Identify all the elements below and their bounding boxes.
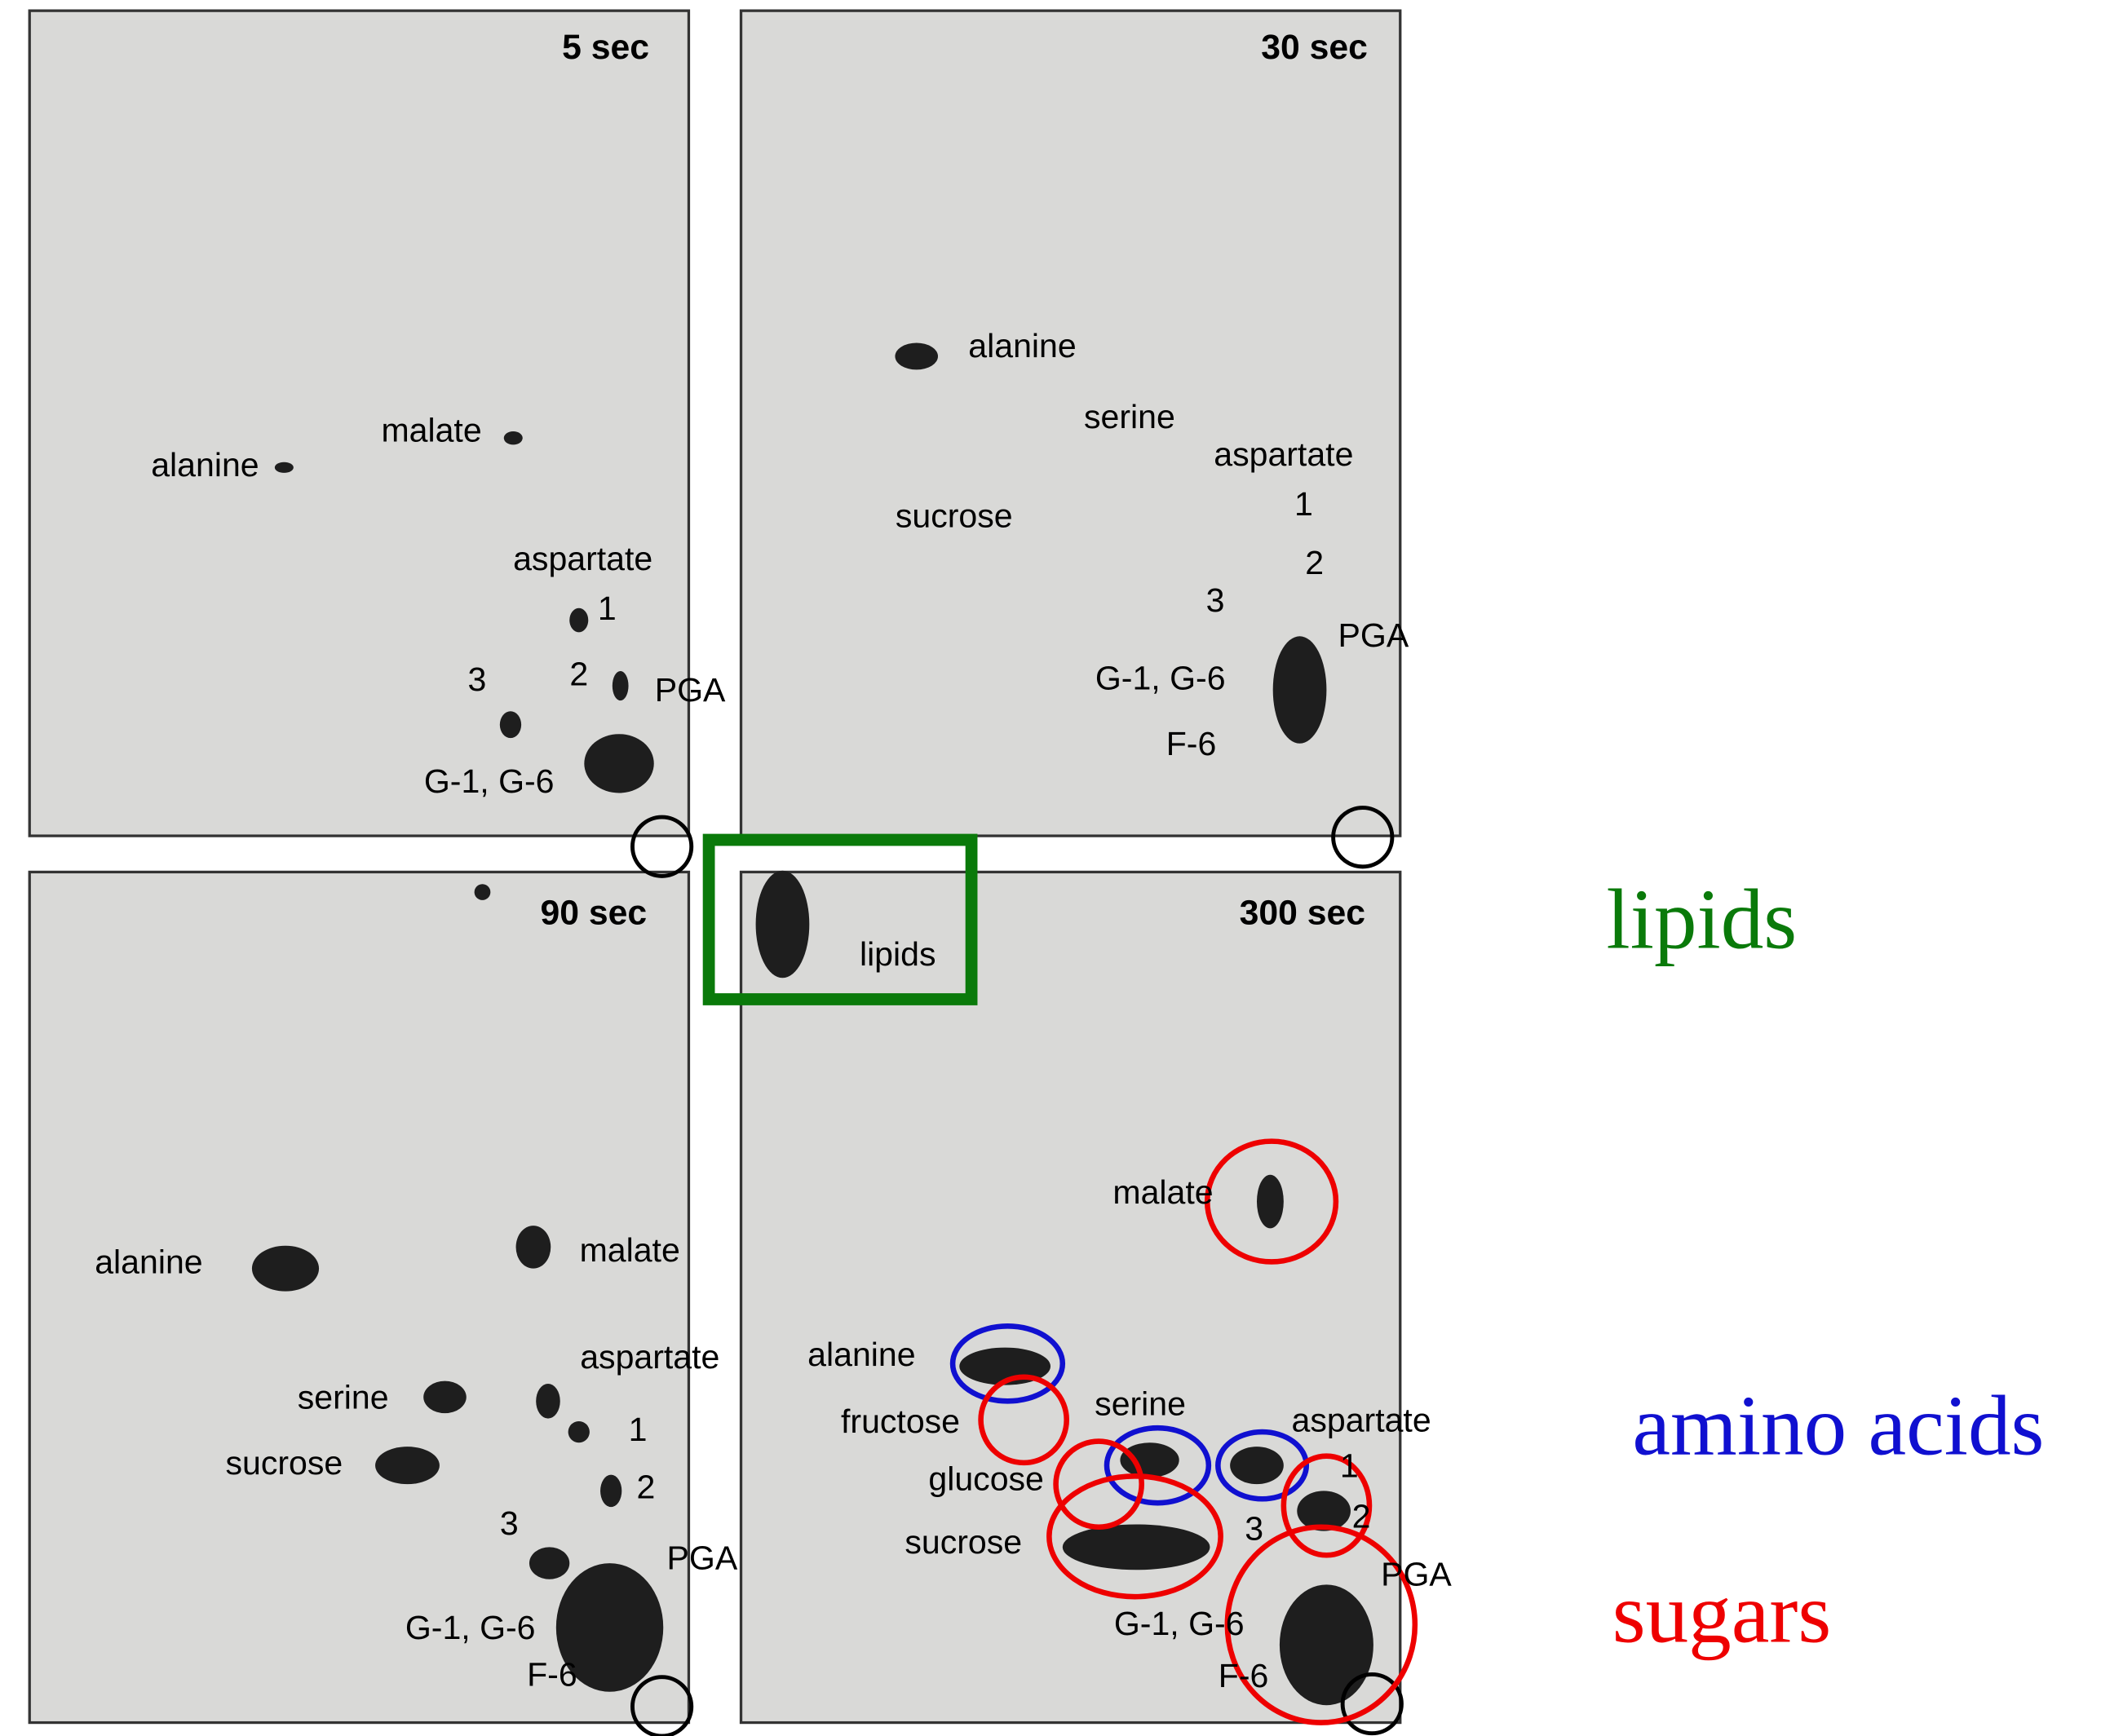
spot-label: 2 — [569, 655, 588, 692]
spot-label: F-6 — [1166, 725, 1217, 762]
spot-label: sucrose — [896, 497, 1013, 535]
figure: 5 secmalatealanineaspartate123PGAG-1, G-… — [0, 0, 2101, 1736]
panel-title: 5 sec — [562, 28, 649, 67]
spot-label: aspartate — [1214, 435, 1353, 473]
spot-label: alanine — [968, 327, 1076, 364]
spot-label: G-1, G-6 — [1095, 659, 1226, 696]
spot-label: aspartate — [1292, 1401, 1431, 1438]
spot-label: 1 — [1294, 485, 1313, 523]
panel-title: 30 sec — [1261, 28, 1368, 67]
spot-label: serine — [1095, 1385, 1186, 1423]
spot-label: PGA — [1338, 616, 1409, 654]
legend-label: lipids — [1607, 872, 1798, 967]
spot-label: F-6 — [527, 1656, 577, 1694]
panel-frame — [29, 11, 688, 836]
spot-label: aspartate — [580, 1338, 719, 1376]
spot-label: sucrose — [225, 1444, 343, 1482]
spot-label: G-1, G-6 — [405, 1609, 536, 1646]
page: {"panels": [ {"title": "5 sec", "labels"… — [0, 0, 2101, 1736]
spot-label: alanine — [151, 446, 259, 484]
spot-label: 3 — [500, 1504, 519, 1542]
spot-label: 1 — [629, 1411, 648, 1448]
spot-label: F-6 — [1219, 1657, 1269, 1694]
spot-label: alanine — [807, 1336, 915, 1373]
spot-label: sucrose — [905, 1523, 1022, 1561]
spot-label: 2 — [1352, 1498, 1371, 1535]
spot-label: aspartate — [513, 540, 652, 577]
panel-title: 300 sec — [1240, 893, 1365, 932]
spot-label: 2 — [1305, 544, 1324, 581]
spot-label: PGA — [655, 671, 726, 709]
spot-label: 1 — [1340, 1447, 1359, 1484]
spot-label: 3 — [1206, 581, 1225, 619]
spot-label: G-1, G-6 — [424, 762, 555, 800]
spot-label: serine — [1084, 398, 1175, 435]
spot-label: 1 — [598, 590, 617, 627]
spot-label: malate — [381, 411, 481, 448]
spot-label: 3 — [1245, 1510, 1263, 1548]
spot-label: G-1, G-6 — [1114, 1605, 1245, 1642]
spot-label: 3 — [467, 660, 486, 698]
spot-label: alanine — [95, 1243, 202, 1281]
spot-label: malate — [1112, 1173, 1213, 1211]
spot-label: serine — [298, 1379, 389, 1416]
spot-label: PGA — [667, 1539, 738, 1577]
legend-label: sugars — [1612, 1565, 1832, 1660]
spot-label: malate — [580, 1231, 680, 1269]
spot-label: glucose — [928, 1460, 1043, 1498]
spot-label: fructose — [841, 1402, 960, 1440]
spot-label: PGA — [1381, 1555, 1452, 1592]
spot-label: 2 — [636, 1469, 655, 1506]
legend-label: amino acids — [1632, 1378, 2044, 1473]
panel-title: 90 sec — [541, 893, 648, 932]
lipids-box-label: lipids — [860, 935, 936, 973]
